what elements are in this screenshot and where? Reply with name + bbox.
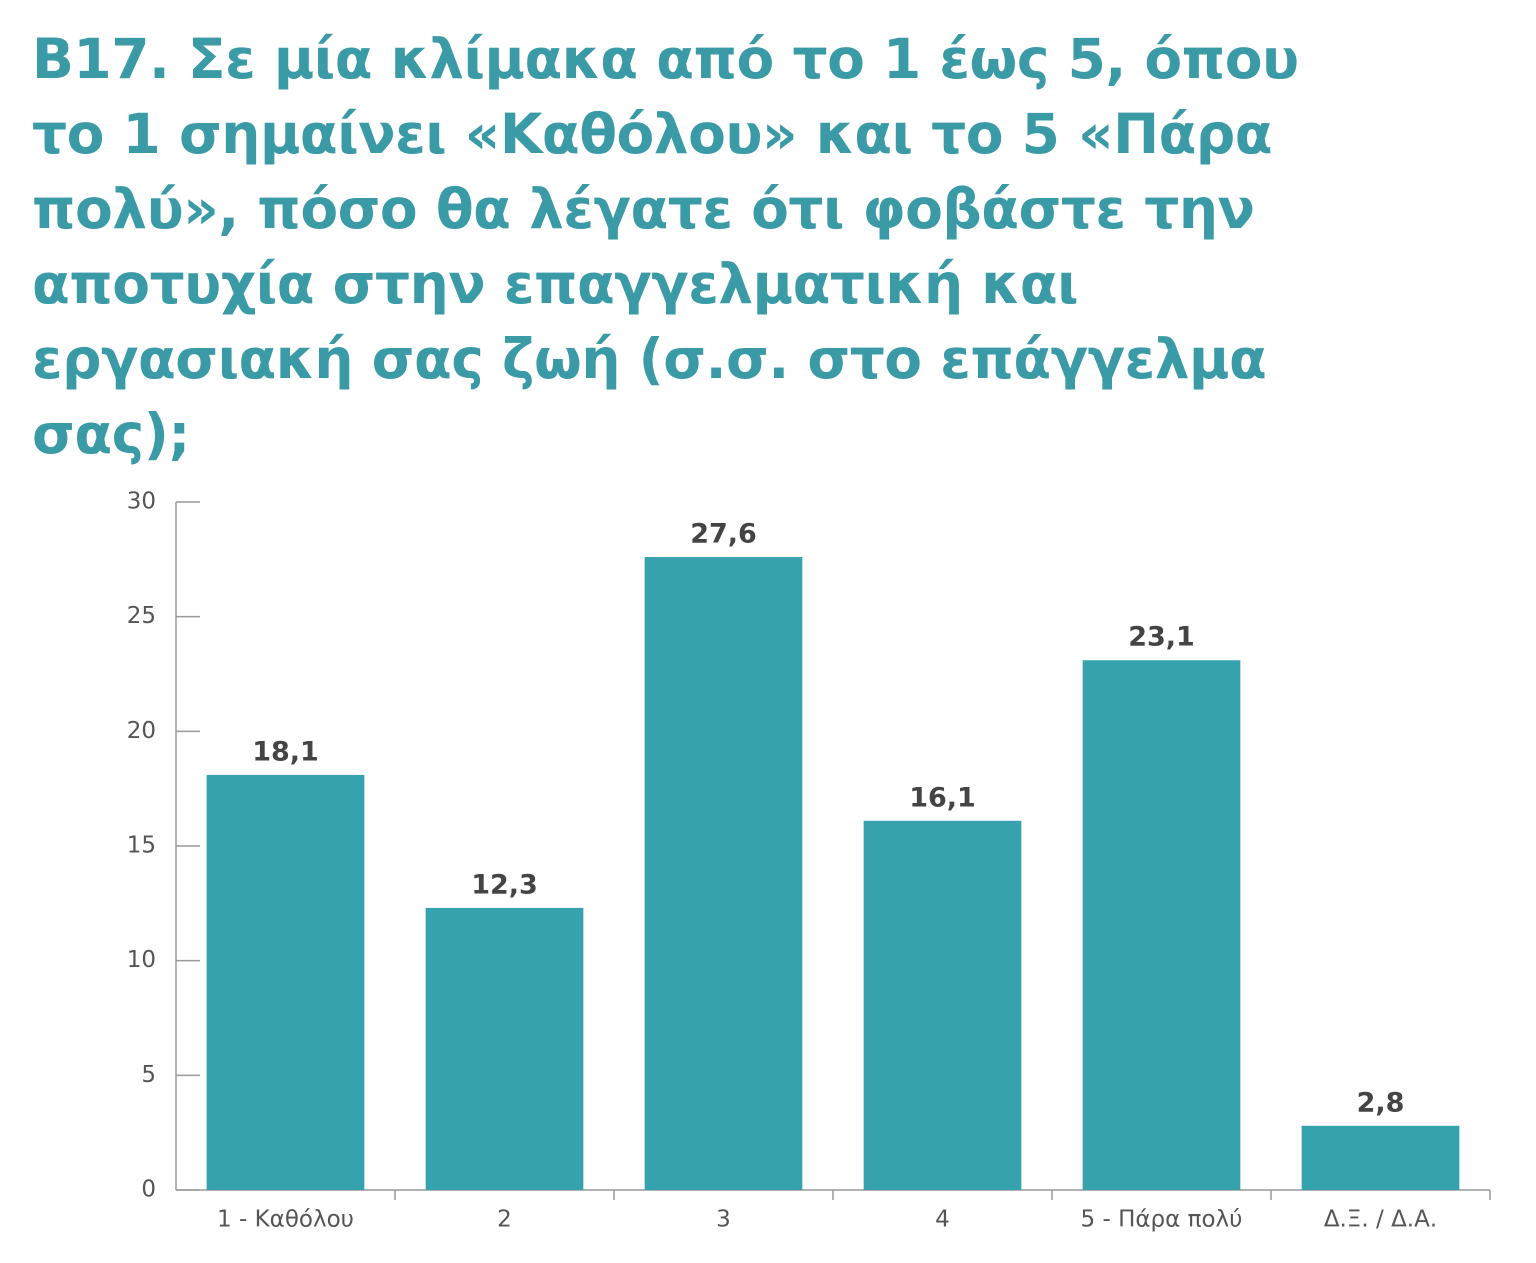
bar [863,820,1022,1190]
bar [644,557,803,1190]
bar [425,907,584,1190]
bar [1301,1125,1460,1190]
y-tick-label: 15 [127,833,156,859]
x-tick-label: 3 [716,1207,731,1233]
value-label: 27,6 [690,519,757,550]
x-tick-label: 4 [935,1207,950,1233]
y-tick-label: 10 [127,947,156,973]
value-label: 23,1 [1128,622,1195,653]
bar [206,774,365,1190]
chart-title: B17. Σε μία κλίμακα από το 1 έως 5, όπου… [32,27,1299,466]
y-tick-label: 25 [127,603,156,629]
x-tick-label: 1 - Καθόλου [217,1207,354,1233]
x-tick-label: 2 [497,1207,512,1233]
y-tick-label: 20 [127,718,156,744]
y-tick-label: 30 [127,489,156,515]
value-label: 18,1 [252,736,319,767]
value-label: 16,1 [909,782,976,813]
x-tick-label: Δ.Ξ. / Δ.Α. [1324,1207,1437,1233]
bar [1082,660,1241,1190]
x-tick-label: 5 - Πάρα πολύ [1081,1207,1243,1233]
value-label: 12,3 [471,869,538,900]
y-tick-label: 0 [141,1177,156,1203]
y-tick-label: 5 [141,1062,156,1088]
value-label: 2,8 [1357,1087,1405,1118]
